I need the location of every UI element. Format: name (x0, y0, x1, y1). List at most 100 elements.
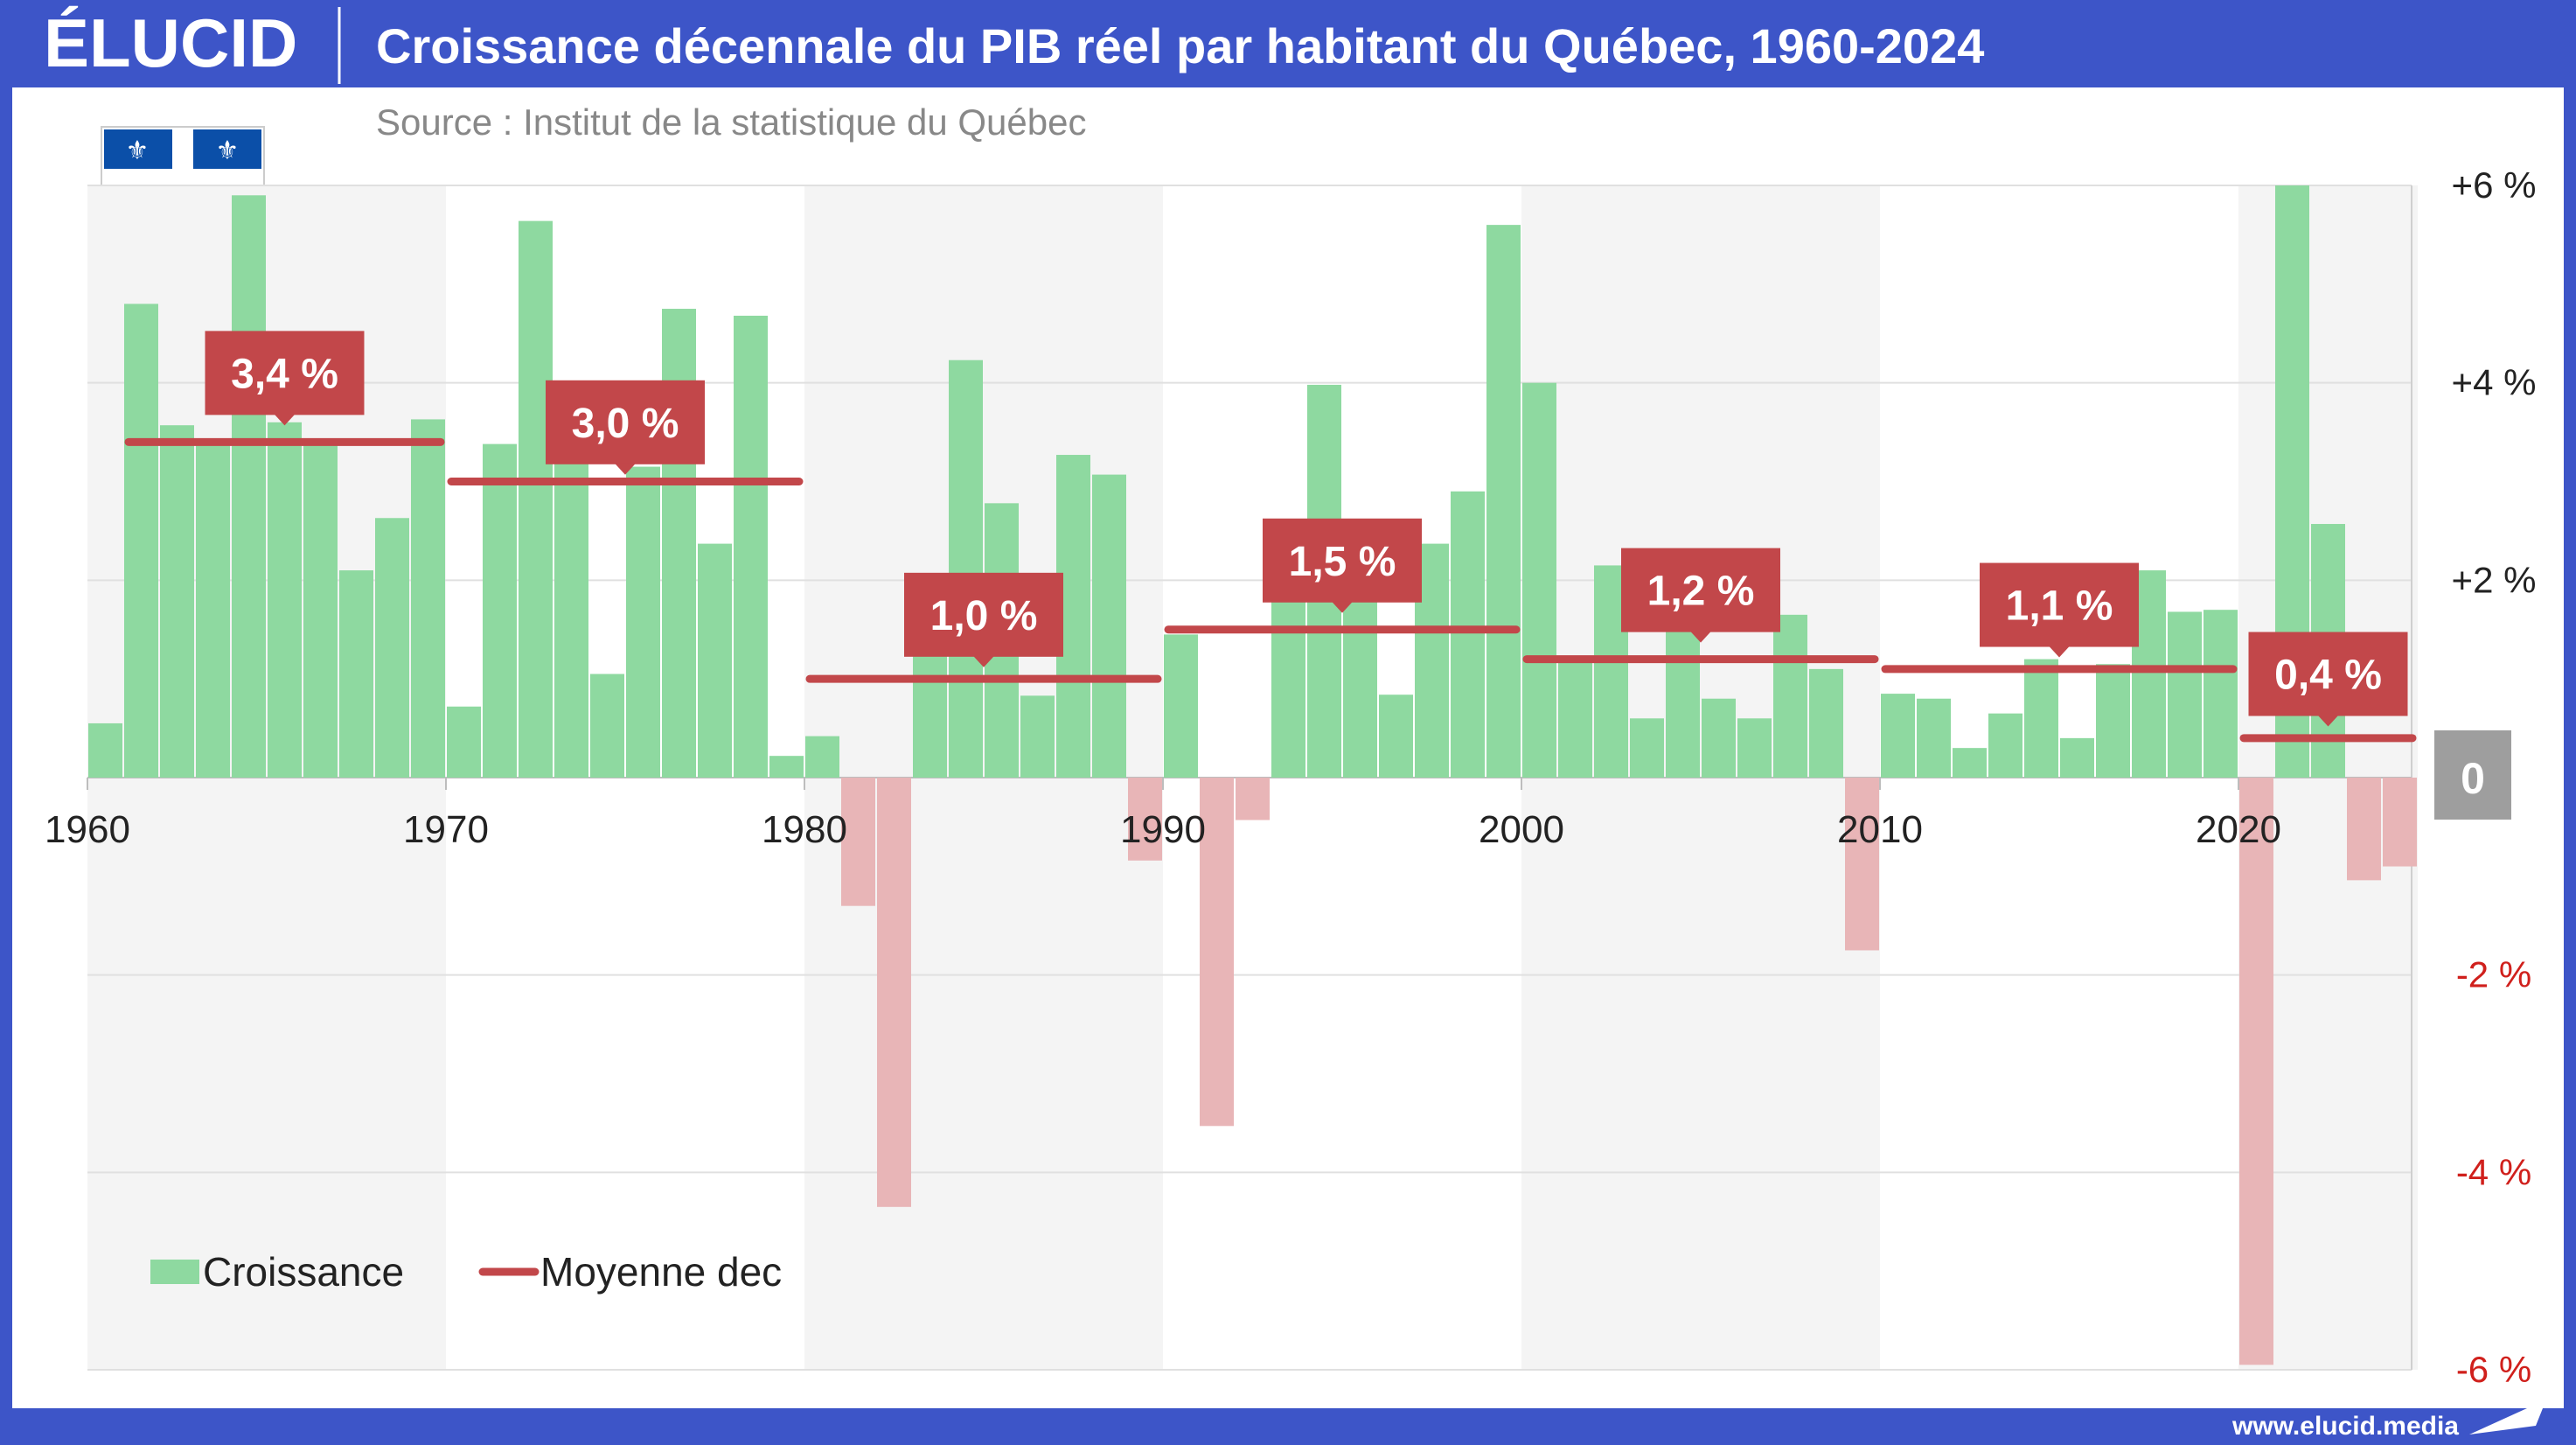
bar-2001 (1558, 659, 1592, 778)
average-label-text: 0,4 % (2274, 653, 2382, 699)
left-frame (0, 0, 12, 1445)
legend-label-moyenne: Moyenne dec (540, 1249, 782, 1295)
average-label-text: 1,5 % (1289, 539, 1396, 585)
x-tick-label: 1980 (762, 808, 847, 851)
bar-1961 (124, 304, 158, 778)
bar-1966 (303, 443, 338, 778)
average-label-box (1621, 548, 1780, 632)
footer-arrow-icon (2469, 1400, 2546, 1435)
bar-2009 (1845, 778, 1879, 951)
bar-1999 (1486, 225, 1521, 778)
growth-bars (88, 185, 2417, 1365)
bar-2007 (1773, 614, 1807, 778)
bar-2008 (1809, 668, 1843, 778)
average-label-text: 3,4 % (231, 351, 338, 397)
bar-1980 (805, 736, 839, 778)
bar-1960 (88, 722, 122, 778)
average-label-pointer (2049, 646, 2070, 658)
bar-2003 (1630, 718, 1664, 778)
bar-1967 (339, 570, 373, 778)
y-tick-label: -2 % (2456, 954, 2531, 995)
bar-2012 (1953, 748, 1987, 778)
footer-url: www.elucid.media (2231, 1412, 2459, 1441)
x-axis-ticks: 1960 1970 1980 1990 2000 2010 2020 (45, 778, 2281, 851)
y-axis-ticks: +6 % +4 % +2 % 0 -2 % -4 % -6 % (2434, 164, 2536, 1390)
y-tick-label: +4 % (2452, 362, 2537, 403)
bar-1992 (1236, 778, 1270, 820)
average-label-box (1263, 518, 1422, 603)
bar-2020 (2239, 778, 2273, 1365)
average-label-text: 1,2 % (1647, 569, 1755, 615)
bar-2011 (1917, 698, 1951, 778)
bar-1982 (877, 778, 911, 1207)
average-label-text: 1,1 % (2006, 583, 2113, 630)
x-tick-label: 1970 (403, 808, 489, 851)
zero-badge (2434, 730, 2511, 820)
bar-2013 (1988, 713, 2023, 778)
bar-2014 (2024, 659, 2058, 778)
x-tick-label: 2020 (2196, 808, 2281, 851)
svg-text:⚜: ⚜ (216, 136, 240, 166)
bar-1972 (519, 220, 553, 778)
footer-bar (0, 1408, 2576, 1445)
average-label-box (2248, 632, 2408, 716)
bar-1973 (554, 455, 588, 778)
bar-1991 (1200, 778, 1234, 1127)
average-label-pointer (1690, 631, 1711, 643)
average-label-pointer (274, 414, 296, 426)
logo: ÉLUCID (44, 4, 297, 81)
average-label-text: 1,0 % (930, 593, 1038, 639)
bar-1986 (1020, 695, 1055, 778)
y-tick-label: +2 % (2452, 559, 2537, 600)
x-tick-label: 1960 (45, 808, 130, 851)
bar-1974 (590, 674, 624, 778)
y-tick-label: -4 % (2456, 1151, 2531, 1192)
bar-2004 (1666, 625, 1700, 778)
bar-2006 (1737, 718, 1772, 778)
source-note: Source : Institut de la statistique du Q… (376, 101, 1086, 143)
average-label-text: 3,0 % (572, 401, 679, 447)
bar-1971 (483, 443, 517, 778)
bar-1970 (447, 706, 481, 778)
average-label-box (904, 572, 1063, 657)
y-tick-label: -6 % (2456, 1349, 2531, 1390)
bar-1978 (734, 315, 768, 778)
bar-2015 (2060, 737, 2094, 778)
bar-1993 (1271, 580, 1305, 778)
bar-1979 (769, 756, 804, 778)
y-tick-label: +6 % (2452, 164, 2537, 206)
right-frame (2564, 0, 2576, 1445)
bar-1989 (1128, 778, 1162, 861)
bar-1984 (949, 360, 983, 778)
svg-text:⚜: ⚜ (126, 136, 150, 166)
bar-1965 (268, 422, 302, 778)
bar-2000 (1522, 382, 1556, 778)
legend-label-croissance: Croissance (203, 1249, 404, 1295)
bar-1976 (662, 309, 696, 778)
header-bar (0, 0, 2576, 87)
x-tick-label: 1990 (1120, 808, 1206, 851)
bar-1963 (196, 442, 230, 778)
average-label-box (546, 380, 705, 464)
bar-1975 (626, 466, 660, 778)
average-lines (124, 437, 2417, 743)
legend-swatch-croissance (150, 1260, 199, 1284)
average-label-pointer (2317, 715, 2339, 727)
bar-1996 (1379, 695, 1413, 778)
bar-1964 (232, 195, 266, 778)
average-label-pointer (1332, 601, 1353, 613)
bar-2019 (2204, 610, 2238, 778)
x-tick-label: 2000 (1479, 808, 1564, 851)
y-tick-label: 0 (2461, 754, 2485, 803)
bar-2010 (1881, 694, 1915, 778)
bar-1981 (841, 778, 875, 906)
bar-2024 (2383, 778, 2417, 867)
bar-1968 (375, 518, 409, 778)
legend: Croissance Moyenne dec (150, 1249, 782, 1295)
average-label-pointer (615, 463, 636, 475)
bar-2023 (2347, 778, 2381, 881)
average-label-box (1980, 562, 2139, 647)
bar-1988 (1092, 474, 1126, 778)
